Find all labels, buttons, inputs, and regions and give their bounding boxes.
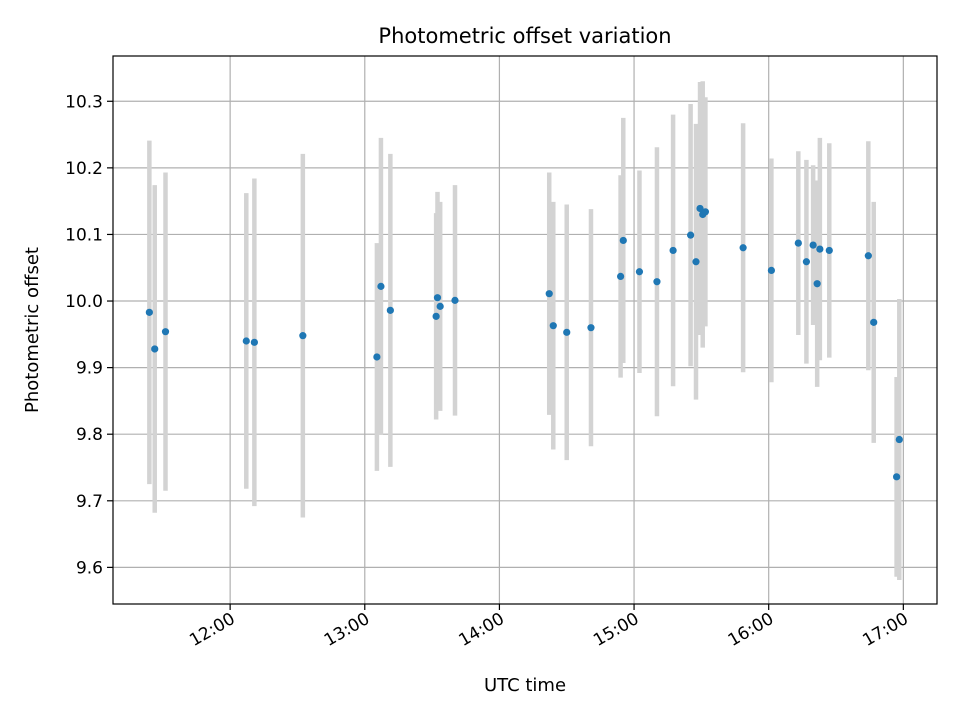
data-point bbox=[451, 296, 459, 304]
data-point bbox=[373, 353, 381, 361]
data-point bbox=[619, 236, 627, 245]
data-point bbox=[151, 345, 159, 353]
data-point bbox=[864, 252, 872, 260]
y-tick-label: 9.7 bbox=[76, 492, 103, 512]
data-point bbox=[809, 241, 817, 249]
plot-frame bbox=[112, 55, 938, 605]
data-point bbox=[813, 280, 821, 288]
data-point bbox=[825, 246, 833, 255]
data-point bbox=[161, 328, 170, 336]
data-point bbox=[669, 246, 677, 255]
data-point bbox=[386, 306, 394, 314]
data-point bbox=[436, 302, 444, 310]
error-bars bbox=[147, 81, 902, 581]
data-points bbox=[145, 204, 903, 481]
data-point bbox=[802, 258, 810, 266]
data-point bbox=[377, 282, 385, 290]
y-tick-label: 10.3 bbox=[65, 92, 103, 112]
data-point bbox=[870, 318, 878, 326]
data-point bbox=[433, 294, 442, 302]
x-axis-label: UTC time bbox=[484, 675, 566, 696]
data-point bbox=[692, 258, 700, 266]
x-axis-ticks: 12:00 13:00 14:00 15:00 16:00 17:00 bbox=[186, 604, 912, 651]
y-tick-label: 9.9 bbox=[76, 359, 103, 379]
y-tick-label: 10.0 bbox=[65, 292, 103, 312]
y-tick-label: 10.1 bbox=[65, 225, 103, 245]
x-tick-label: 15:00 bbox=[590, 609, 642, 651]
data-point bbox=[545, 290, 553, 298]
grid bbox=[113, 56, 937, 604]
y-tick-label: 10.2 bbox=[65, 159, 103, 179]
data-point bbox=[696, 204, 704, 213]
x-tick-label: 12:00 bbox=[186, 609, 238, 651]
data-point bbox=[687, 231, 695, 239]
x-tick-label: 14:00 bbox=[455, 609, 507, 651]
data-point bbox=[299, 332, 307, 340]
data-point bbox=[145, 308, 153, 316]
x-tick-label: 16:00 bbox=[725, 609, 777, 651]
data-point bbox=[635, 268, 644, 276]
data-point bbox=[701, 208, 710, 216]
data-point bbox=[794, 239, 802, 247]
y-tick-label: 9.8 bbox=[76, 425, 103, 445]
y-axis-label: Photometric offset bbox=[22, 247, 43, 413]
data-point bbox=[242, 337, 250, 345]
data-point bbox=[895, 435, 903, 444]
data-point bbox=[739, 244, 747, 252]
data-point bbox=[893, 473, 901, 481]
y-axis-ticks: 9.6 9.7 9.8 9.9 10.0 10.1 10.2 10.3 bbox=[65, 92, 113, 578]
data-point bbox=[563, 328, 571, 336]
data-point bbox=[616, 272, 625, 280]
y-tick-label: 9.6 bbox=[76, 558, 103, 578]
data-point bbox=[250, 338, 258, 346]
chart-title: Photometric offset variation bbox=[378, 24, 671, 48]
data-point bbox=[432, 312, 440, 320]
data-point bbox=[767, 266, 775, 275]
data-point bbox=[549, 322, 557, 330]
data-point bbox=[816, 245, 824, 253]
x-tick-label: 13:00 bbox=[321, 609, 373, 651]
x-tick-label: 17:00 bbox=[859, 609, 911, 651]
data-point bbox=[653, 278, 661, 286]
data-point bbox=[587, 324, 595, 332]
